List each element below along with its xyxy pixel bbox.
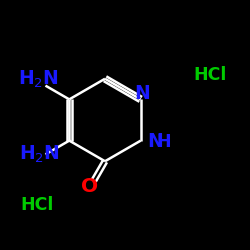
Text: H$_2$N: H$_2$N — [19, 144, 60, 165]
Text: HCl: HCl — [193, 66, 227, 84]
Text: H: H — [156, 133, 171, 151]
Text: HCl: HCl — [21, 196, 54, 214]
Text: O: O — [81, 177, 98, 196]
Text: N: N — [134, 84, 150, 102]
Text: N: N — [147, 132, 163, 151]
Text: H$_2$N: H$_2$N — [18, 69, 58, 90]
